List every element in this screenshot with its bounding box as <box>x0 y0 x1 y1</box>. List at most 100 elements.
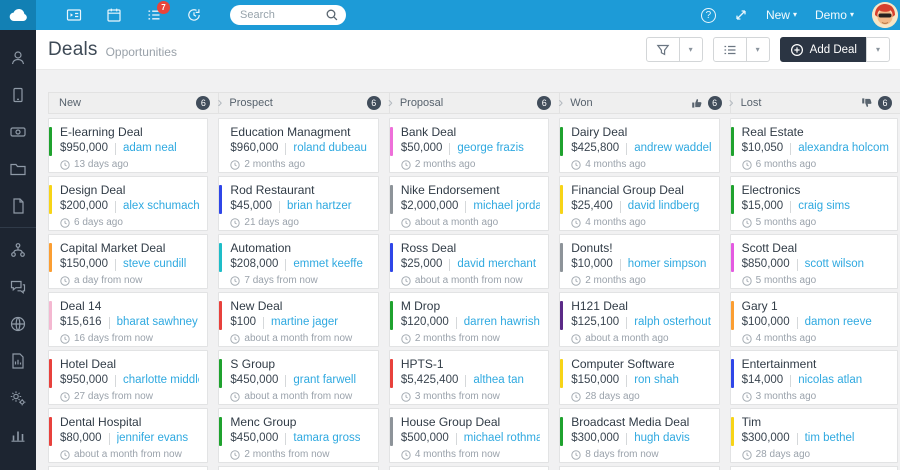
deal-time: 3 months from now <box>414 391 500 402</box>
deal-card[interactable]: Broadcast Media Deal $300,000 hugh davis… <box>559 408 720 463</box>
app-logo[interactable] <box>0 0 36 30</box>
search-input[interactable] <box>240 9 325 21</box>
deal-card[interactable]: H121 Deal $125,100 ralph osterhout about… <box>559 292 720 347</box>
deal-person[interactable]: bharat sawhney <box>116 316 198 328</box>
deal-person[interactable]: ron shah <box>634 374 679 386</box>
deal-person[interactable]: nicolas atlan <box>798 374 863 386</box>
filter-button[interactable] <box>645 37 680 62</box>
expand-icon[interactable] <box>734 8 748 22</box>
sidebar-item-chat[interactable] <box>0 268 36 305</box>
deal-person[interactable]: adam neal <box>122 142 177 154</box>
sidebar-item-mobile[interactable] <box>0 76 36 113</box>
sidebar-item-automations[interactable] <box>0 379 36 416</box>
deal-card[interactable]: Gary 1 $100,000 damon reeve 4 months ago <box>729 292 899 347</box>
deal-card[interactable]: Capital Market Deal $150,000 steve cundi… <box>48 234 209 289</box>
deal-card[interactable]: New Deal $100 martine jager about a mont… <box>218 292 379 347</box>
value-divider <box>619 200 621 213</box>
deal-title: Education Managment <box>230 125 351 139</box>
queue-icon[interactable] <box>66 7 82 23</box>
sidebar-item-statistics[interactable] <box>0 416 36 453</box>
deal-time: 2 months from now <box>244 449 330 460</box>
deal-person[interactable]: george frazis <box>457 142 524 154</box>
sidebar-item-web[interactable] <box>0 305 36 342</box>
deal-person[interactable]: althea tan <box>473 374 524 386</box>
deal-card[interactable]: Design Deal $200,000 alex schumacher 6 d… <box>48 176 209 231</box>
sidebar-item-contacts[interactable] <box>0 39 36 76</box>
sidebar-item-org[interactable] <box>0 231 36 268</box>
calendar-icon[interactable] <box>106 7 122 23</box>
deal-card[interactable]: HPTS-1 $5,425,400 althea tan 3 months fr… <box>388 350 550 405</box>
deal-card[interactable]: Tim $300,000 tim bethel 28 days ago <box>729 408 899 463</box>
deal-person[interactable]: ralph osterhout <box>634 316 711 328</box>
deal-person[interactable]: michael jordan <box>473 200 541 212</box>
help-icon[interactable]: ? <box>700 7 716 23</box>
deal-person[interactable]: brian hartzer <box>286 200 352 212</box>
deal-card[interactable]: Education Managment $960,000 roland dube… <box>218 118 379 173</box>
history-icon[interactable] <box>186 7 202 23</box>
deal-person[interactable]: hugh davis <box>634 432 690 444</box>
column-cards: Dairy Deal $425,800 andrew waddell 4 mon… <box>559 118 720 470</box>
deal-person[interactable]: alex schumacher <box>122 200 200 212</box>
deal-person[interactable]: david lindberg <box>627 200 700 212</box>
deal-card[interactable]: S Group $450,000 grant farwell about a m… <box>218 350 379 405</box>
deal-person[interactable]: martine jager <box>271 316 339 328</box>
new-menu[interactable]: New ▾ <box>765 8 797 22</box>
sidebar-item-payments[interactable] <box>0 113 36 150</box>
report-icon <box>9 352 27 370</box>
add-deal-dropdown-button[interactable]: ▾ <box>865 37 890 62</box>
deal-person[interactable]: charlotte middleton <box>122 374 199 386</box>
tasks-icon[interactable]: 7 <box>146 1 170 23</box>
deal-card[interactable]: Dairy Deal $425,800 andrew waddell 4 mon… <box>559 118 720 173</box>
deal-person[interactable]: darren hawrish <box>463 316 540 328</box>
search-icon[interactable] <box>325 8 339 22</box>
deal-card[interactable]: Hotel Deal $950,000 charlotte middleton … <box>48 350 209 405</box>
deal-person[interactable]: tim bethel <box>804 432 855 444</box>
deal-card[interactable]: Scott Deal $850,000 scott wilson 5 month… <box>729 234 899 289</box>
avatar[interactable] <box>872 2 898 28</box>
deal-title: Design Deal <box>60 183 126 197</box>
deal-card[interactable]: Real Estate $10,050 alexandra holcomb 6 … <box>729 118 899 173</box>
deal-time: 21 days ago <box>244 217 299 228</box>
deal-person[interactable]: michael rothman <box>463 432 541 444</box>
filter-dropdown-button[interactable]: ▾ <box>678 37 703 62</box>
deal-person[interactable]: homer simpson <box>627 258 707 270</box>
deal-card[interactable]: Bank Deal $50,000 george frazis 2 months… <box>388 118 550 173</box>
deal-person[interactable]: roland dubeau <box>293 142 367 154</box>
deal-person[interactable]: emmet keeffe <box>293 258 363 270</box>
deal-card[interactable]: Menc Group $450,000 tamara gross 2 month… <box>218 408 379 463</box>
sidebar-item-reports[interactable] <box>0 342 36 379</box>
view-dropdown-button[interactable]: ▾ <box>745 37 770 62</box>
deal-card[interactable]: Donuts! $10,000 homer simpson 2 months a… <box>559 234 720 289</box>
deal-card[interactable]: Computer Software $150,000 ron shah 28 d… <box>559 350 720 405</box>
deal-card[interactable]: Nike Endorsement $2,000,000 michael jord… <box>388 176 550 231</box>
deal-time: 4 months ago <box>755 333 817 344</box>
deal-person[interactable]: andrew waddell <box>634 142 711 154</box>
deal-card[interactable]: Dental Hospital $80,000 jennifer evans a… <box>48 408 209 463</box>
deal-person[interactable]: scott wilson <box>804 258 865 270</box>
deal-card[interactable]: Rod Restaurant $45,000 brian hartzer 21 … <box>218 176 379 231</box>
deal-card[interactable]: Ross Deal $25,000 david merchant about a… <box>388 234 550 289</box>
sidebar-item-documents[interactable] <box>0 187 36 224</box>
deal-card[interactable]: M Drop $120,000 darren hawrish 2 months … <box>388 292 550 347</box>
list-view-button[interactable] <box>712 37 747 62</box>
deal-person[interactable]: craig sims <box>798 200 850 212</box>
deal-person[interactable]: david merchant <box>457 258 537 270</box>
deal-card[interactable]: House Group Deal $500,000 michael rothma… <box>388 408 550 463</box>
deal-person[interactable]: tamara gross <box>293 432 361 444</box>
deal-card[interactable]: Automation $208,000 emmet keeffe 7 days … <box>218 234 379 289</box>
deal-person[interactable]: jennifer evans <box>116 432 189 444</box>
deal-person[interactable]: alexandra holcomb <box>798 142 890 154</box>
deal-person[interactable]: steve cundill <box>122 258 187 270</box>
deal-person[interactable]: grant farwell <box>293 374 357 386</box>
add-deal-button[interactable]: Add Deal <box>779 37 867 62</box>
deal-person[interactable]: damon reeve <box>804 316 872 328</box>
deal-flag <box>560 127 564 156</box>
deal-card[interactable]: Electronics $15,000 craig sims 5 months … <box>729 176 899 231</box>
value-divider <box>114 142 116 155</box>
deal-card[interactable]: Financial Group Deal $25,400 david lindb… <box>559 176 720 231</box>
deal-card[interactable]: Deal 14 $15,616 bharat sawhney 16 days f… <box>48 292 209 347</box>
deal-card[interactable]: Entertainment $14,000 nicolas atlan 3 mo… <box>729 350 899 405</box>
deal-card[interactable]: E-learning Deal $950,000 adam neal 13 da… <box>48 118 209 173</box>
account-menu[interactable]: Demo ▾ <box>814 8 854 22</box>
sidebar-item-folders[interactable] <box>0 150 36 187</box>
